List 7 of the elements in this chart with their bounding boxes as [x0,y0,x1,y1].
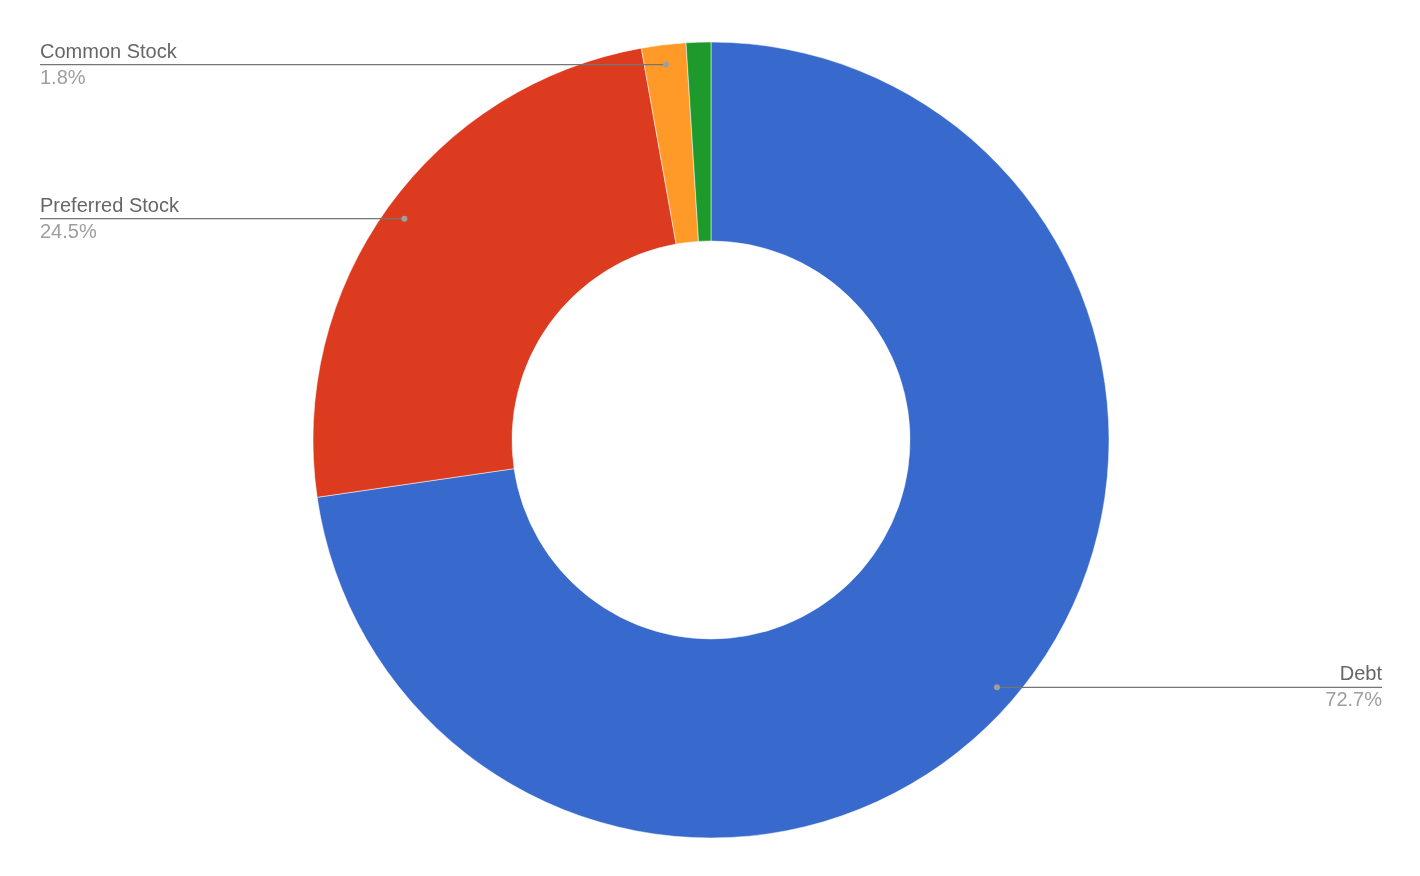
slice-label: Debt [1339,662,1383,685]
donut-slice [316,41,1109,839]
slice-label: Common Stock [40,39,178,62]
data-label: 24.5% [40,219,97,242]
data-label: 72.7% [1325,688,1383,711]
slice-label: Preferred Stock [40,193,180,216]
data-label: 1.8% [40,65,86,88]
